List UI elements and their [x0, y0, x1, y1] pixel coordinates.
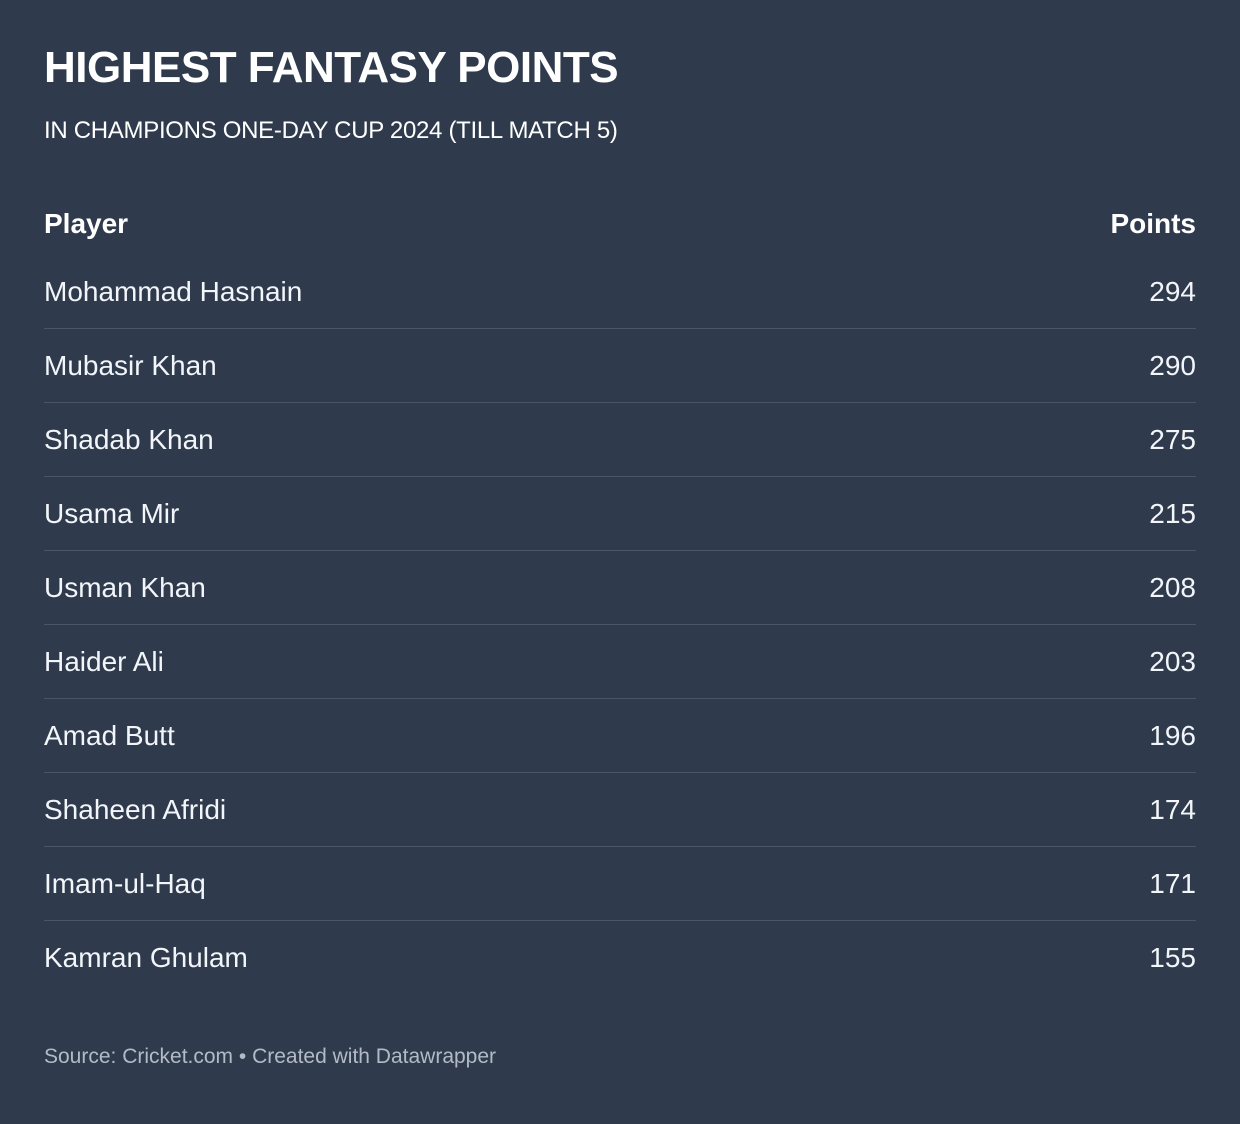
table-row: Usman Khan 208 — [44, 551, 1196, 625]
column-header-points: Points — [1110, 208, 1196, 239]
player-name: Shadab Khan — [44, 423, 214, 455]
points-value: 275 — [1149, 423, 1196, 455]
player-name: Usama Mir — [44, 497, 180, 529]
table-row: Usama Mir 215 — [44, 477, 1196, 551]
points-value: 208 — [1149, 571, 1196, 603]
points-value: 215 — [1149, 497, 1196, 529]
table-row: Kamran Ghulam 155 — [44, 921, 1196, 995]
player-name: Usman Khan — [44, 571, 206, 603]
column-header-player: Player — [44, 208, 129, 239]
points-value: 155 — [1149, 942, 1196, 973]
table-row: Mohammad Hasnain 294 — [44, 255, 1196, 329]
player-name: Kamran Ghulam — [44, 942, 248, 973]
points-value: 290 — [1149, 349, 1196, 381]
player-name: Amad Butt — [44, 719, 175, 751]
points-value: 174 — [1149, 793, 1196, 825]
player-name: Shaheen Afridi — [44, 793, 227, 825]
table-row: Shaheen Afridi 174 — [44, 773, 1196, 847]
page-title: HIGHEST FANTASY POINTS — [44, 43, 619, 92]
player-name: Haider Ali — [44, 645, 164, 677]
table-row: Imam-ul-Haq 171 — [44, 847, 1196, 921]
source-attribution: Source: Cricket.com • Created with Dataw… — [44, 1045, 497, 1068]
table-row: Amad Butt 196 — [44, 699, 1196, 773]
points-value: 171 — [1149, 867, 1196, 899]
table-body: Mohammad Hasnain 294 Mubasir Khan 290 Shadab… — [44, 255, 1196, 995]
player-name: Imam-ul-Haq — [44, 867, 206, 899]
table-header-row: Player Points — [44, 193, 1196, 255]
table-row: Haider Ali 203 — [44, 625, 1196, 699]
points-value: 294 — [1149, 275, 1196, 307]
table-row: Mubasir Khan 290 — [44, 329, 1196, 403]
page-subtitle: IN CHAMPIONS ONE-DAY CUP 2024 (TILL MATC… — [44, 117, 618, 144]
points-value: 203 — [1149, 645, 1196, 677]
points-table: Player Points Mohammad Hasnain 294 Mubasir… — [44, 193, 1196, 995]
player-name: Mohammad Hasnain — [44, 275, 303, 307]
points-value: 196 — [1149, 719, 1196, 751]
table-row: Shadab Khan 275 — [44, 403, 1196, 477]
player-name: Mubasir Khan — [44, 349, 217, 381]
